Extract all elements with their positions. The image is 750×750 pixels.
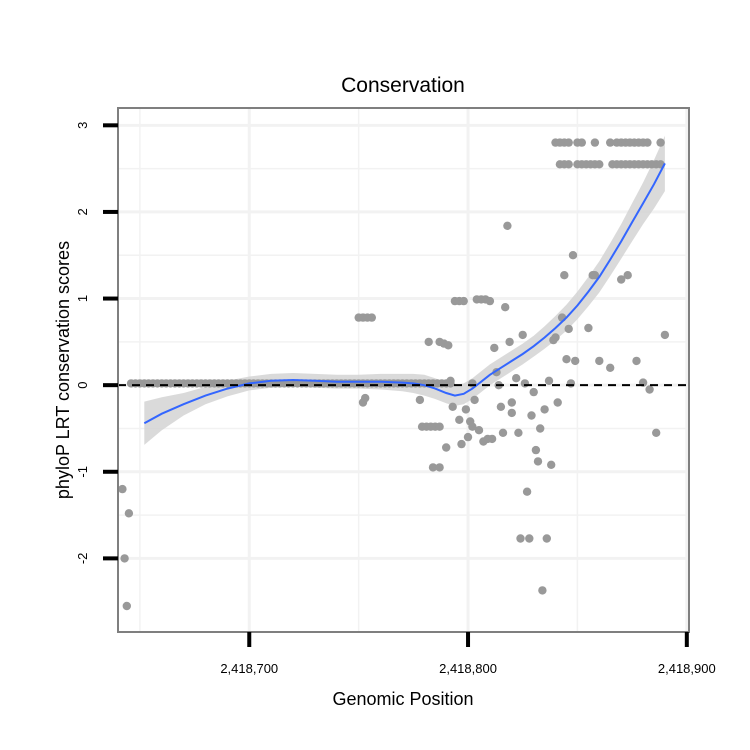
data-point [118,484,127,494]
data-point [595,356,604,366]
data-point [507,398,516,407]
data-point [584,323,593,333]
data-point [606,138,615,147]
data-point [496,402,506,411]
panel-border [117,107,690,633]
data-point [564,160,573,169]
data-point [507,408,516,418]
data-point [551,333,560,342]
data-point [516,534,525,543]
y-tick-label: -1 [75,466,90,478]
data-point [455,415,464,424]
data-point [660,330,670,340]
data-point [590,138,600,147]
data-point [459,296,468,306]
y-tick-label: 2 [75,208,90,215]
data-point [435,422,444,431]
y-tick-label: 3 [75,122,90,129]
data-point [652,428,661,437]
data-point [529,387,538,397]
y-axis: -2 -1 0 1 2 3 [75,122,118,564]
data-point [461,405,471,414]
data-point [531,445,541,455]
data-point [120,554,129,563]
data-point [656,138,665,147]
data-point [512,374,521,383]
smooth-fit-line [143,162,666,425]
data-point [522,487,532,496]
data-point [444,341,453,350]
data-point [446,376,455,385]
data-point [518,330,527,340]
data-point [525,534,534,543]
data-point [595,160,604,169]
data-point [562,355,571,364]
x-tick-label: 2,418,900 [658,661,716,676]
data-point [468,422,477,431]
x-tick-label: 2,418,700 [220,661,278,676]
x-axis-title: Genomic Position [332,689,473,709]
data-point [632,356,641,366]
data-point [463,432,473,442]
data-point [568,251,578,260]
data-point [544,376,554,385]
data-point [577,138,586,147]
x-axis: 2,418,700 2,418,800 2,418,900 [220,632,716,676]
data-point [527,411,536,420]
x-tick-label: 2,418,800 [439,661,497,676]
data-point [564,138,573,147]
data-point [490,343,499,353]
data-point [487,434,497,444]
data-point [553,398,562,407]
smooth-line-layer [143,162,666,425]
data-point [623,271,632,280]
data-point [617,275,626,284]
data-point [424,337,433,347]
data-point [564,324,573,334]
data-point [645,385,654,394]
data-point [514,428,523,437]
data-point [122,601,131,611]
chart-title: Conservation [341,74,465,97]
data-point [367,313,376,322]
data-point [540,405,549,414]
data-point [428,463,438,472]
data-point [361,393,370,403]
y-axis-title: phyloP LRT conservation scores [53,241,73,499]
data-point [606,363,615,372]
data-point [470,395,479,405]
y-tick-label: 1 [75,295,90,302]
data-point [566,379,576,388]
data-point [498,428,508,437]
data-point [124,509,134,518]
data-point [505,337,514,347]
data-point [485,296,495,306]
data-point [538,586,547,595]
data-point [536,424,545,433]
data-point [435,463,444,472]
data-point [503,221,512,230]
data-point [448,402,457,411]
y-tick-label: 0 [75,382,90,389]
data-point [542,534,551,543]
data-point [520,379,530,388]
data-point [474,426,484,435]
data-point [643,138,652,147]
data-point [415,395,425,405]
data-point [590,271,600,280]
data-point [442,443,451,452]
data-point [547,460,556,469]
data-point [501,303,510,312]
data-point [560,271,569,280]
data-point [571,356,580,366]
data-point [457,439,466,449]
data-point [533,457,543,466]
y-tick-label: -2 [75,553,90,565]
